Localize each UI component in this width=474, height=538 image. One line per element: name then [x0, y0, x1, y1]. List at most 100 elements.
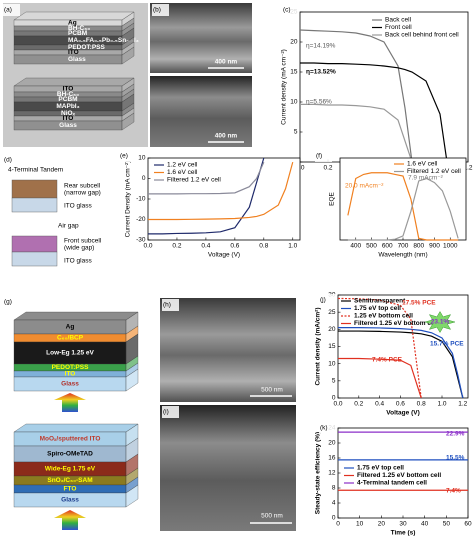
layer-label: ITO [68, 49, 79, 56]
x-tick-label: 0.2 [172, 243, 181, 250]
y-tick-label: 8 [332, 485, 336, 492]
layer-label: ITO [63, 86, 74, 93]
layer-label: PEDOT:PSS [68, 44, 106, 51]
x-tick-label: 1000 [443, 243, 458, 250]
x-tick-label: 20 [378, 521, 386, 528]
panel-label-box [162, 406, 179, 418]
x-tick-label: 800 [413, 243, 424, 250]
annotation: 15.7% PCE [430, 341, 464, 348]
highlight-star [424, 311, 456, 333]
annotation: η=5.56% [306, 99, 332, 106]
layer-label: Ag [66, 324, 75, 331]
panel-label: (j) [320, 297, 326, 304]
diagram-label: ITO glass [64, 203, 92, 210]
data-line [347, 177, 459, 241]
legend-label: Filtered 1.25 eV bottom cell [354, 320, 438, 327]
legend-label: 1.75 eV top cell [357, 465, 404, 472]
panel-label: (e) [120, 153, 128, 160]
diagram-label: Air gap [58, 223, 79, 230]
legend-label: Back cell behind front cell [385, 32, 459, 39]
annotation: 7.9 mAcm⁻² [408, 175, 444, 182]
y-tick-label: 5 [294, 129, 298, 136]
sem-image [160, 405, 296, 531]
layer-label: Glass [68, 56, 86, 63]
legend-label: 1.25 eV bottom cell [354, 313, 413, 320]
y-tick-label: 20 [328, 440, 336, 447]
legend-label: Filtered 1.25 eV bottom cell [357, 472, 441, 479]
y-tick-label: 12 [328, 470, 336, 477]
panel-label-box [162, 299, 179, 311]
layer-label: PCBM [58, 96, 77, 103]
layer-side [125, 368, 139, 392]
data-line [148, 157, 265, 235]
layer-label: Low-Eg 1.25 eV [46, 350, 94, 357]
panel-label: (a) [4, 7, 12, 14]
y-tick-label: 4 [332, 500, 336, 507]
annotation: 20.0 mAcm⁻² [345, 183, 384, 190]
panel-label-box [282, 4, 299, 16]
panel-label: (f) [316, 153, 322, 160]
layer-label: ITO [63, 115, 74, 122]
x-tick-label: 60 [464, 521, 472, 528]
layer-label: Glass [59, 122, 77, 129]
layer-label: MAPbI₃ [56, 103, 79, 110]
y-tick-label: -30 [136, 237, 146, 244]
x-axis-label: Wavelength (nm) [378, 252, 427, 259]
x-tick-label: 0.4 [201, 243, 210, 250]
diagram-title: 4-Terminal Tandem [8, 167, 63, 174]
layer-top [13, 77, 135, 87]
plot-area [337, 427, 469, 519]
x-tick-label: 0.0 [333, 401, 342, 408]
x-tick-label: 0.8 [259, 243, 268, 250]
x-tick-label: 1.2 [458, 401, 467, 408]
layer-label: BH-C₆₀ [68, 25, 90, 32]
y-axis-label: Steady-state efficiency (%) [315, 432, 322, 514]
x-tick-label: 900 [429, 243, 440, 250]
annotation: 7.4% PCE [372, 357, 403, 364]
substrate [11, 251, 58, 267]
data-line [300, 103, 413, 163]
y-tick-label: 0 [332, 515, 336, 522]
light-arrow [54, 393, 86, 412]
legend-label: 4-Terminal tandem cell [357, 480, 427, 487]
panel-label-box [3, 296, 20, 308]
plot-area [147, 157, 301, 241]
x-tick-label: 0 [336, 521, 340, 528]
layer-label: BH-C₆₀ [57, 91, 79, 98]
x-tick-label: 40 [421, 521, 429, 528]
layer-label: FTO [64, 486, 77, 493]
legend-label: 1.6 eV cell [167, 169, 198, 176]
layer-label: C₆₀/BCP [57, 335, 84, 342]
y-tick-label: 20 [328, 326, 336, 333]
x-tick-label: 10 [356, 521, 364, 528]
legend-label: Filtered 1.2 eV cell [167, 177, 221, 184]
layer-label: Glass [61, 381, 79, 388]
y-tick-label: -10 [136, 196, 146, 203]
x-tick-label: 0.2 [354, 401, 363, 408]
x-tick-label: 0.6 [230, 243, 239, 250]
y-tick-label: 0 [332, 395, 336, 402]
annotation: η=13.52% [306, 69, 336, 76]
layer-label: ITO [65, 371, 76, 378]
panel-label: (h) [163, 302, 171, 309]
annotation: 23.1% [431, 319, 450, 326]
layer-side [125, 484, 139, 508]
panel-label: (d) [4, 157, 12, 164]
scale-bar-label: 500 nm [261, 513, 283, 520]
data-line [148, 161, 265, 195]
y-tick-label: 25 [328, 309, 336, 316]
legend-label: 1.6 eV cell [407, 161, 438, 168]
x-tick-label: 1.2 [463, 165, 472, 172]
diagram-label: (narrow gap) [64, 190, 101, 197]
scale-bar-label: 500 nm [261, 387, 283, 394]
sem-image [160, 298, 296, 402]
y-tick-label: 10 [138, 155, 146, 162]
layer-side [121, 112, 135, 131]
layer-top [13, 423, 139, 433]
data-line [338, 327, 464, 399]
x-tick-label: 600 [382, 243, 393, 250]
panel-label-box [315, 150, 332, 162]
panel-label-box [319, 294, 336, 306]
x-tick-label: 0.8 [417, 401, 426, 408]
legend-label: Semitransparent [354, 298, 406, 305]
